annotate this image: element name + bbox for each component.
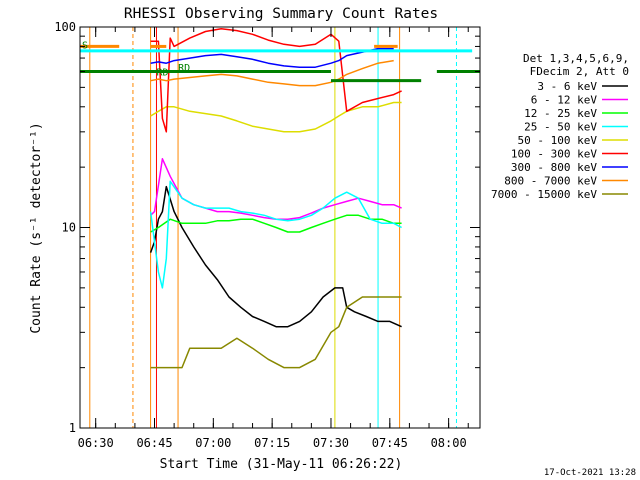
x-tick-label-3: 07:15 <box>254 436 290 450</box>
legend-header-0: Det 1,3,4,5,6,9, <box>523 52 629 65</box>
legend-label-6: 300 - 800 keV <box>511 161 597 174</box>
x-tick-label-4: 07:30 <box>313 436 349 450</box>
footer-date: 17-Oct-2021 13:28 <box>544 468 636 478</box>
legend-label-3: 25 - 50 keV <box>524 121 597 134</box>
y-axis-label: Count Rate (s⁻¹ detector⁻¹) <box>29 122 44 333</box>
legend-label-0: 3 - 6 keV <box>537 80 597 93</box>
series-line-6 <box>150 47 394 68</box>
legend-label-1: 6 - 12 keV <box>531 94 598 107</box>
legend-label-2: 12 - 25 keV <box>524 107 597 120</box>
x-axis-label: Start Time (31-May-11 06:26:22) <box>160 457 403 472</box>
x-axis-start-time: (31-May-11 06:26:22) <box>246 457 403 472</box>
legend-label-4: 50 - 100 keV <box>518 134 598 147</box>
series-line-2 <box>150 214 402 233</box>
x-tick-label-1: 06:45 <box>136 436 172 450</box>
annotation-0: S <box>82 40 88 51</box>
series-line-7 <box>150 59 394 87</box>
series-line-3 <box>149 180 402 289</box>
y-tick-label-0: 1 <box>69 421 76 435</box>
legend: Det 1,3,4,5,6,9,FDecim 2, Att 0 3 - 6 keV… <box>491 52 629 201</box>
x-tick-label-5: 07:45 <box>372 436 408 450</box>
chart-title: RHESSI Observing Summary Count Rates <box>124 6 438 22</box>
annotation-2: RD <box>178 63 190 74</box>
series-line-8 <box>150 296 402 369</box>
x-axis-label-prefix: Start Time <box>160 457 238 472</box>
x-tick-label-6: 08:00 <box>431 436 467 450</box>
annotation-1: RD <box>157 67 169 78</box>
legend-header-1: FDecim 2, Att 0 <box>530 65 629 78</box>
legend-label-5: 100 - 300 keV <box>511 148 597 161</box>
axes: 1 10 100 06:30 06:45 07:00 07:15 07:30 07:45 08:0… <box>54 20 480 450</box>
x-tick-label-0: 06:30 <box>78 436 114 450</box>
plot-frame <box>79 26 481 429</box>
series-line-4 <box>150 101 402 133</box>
series-line-5 <box>150 28 402 133</box>
y-tick-label-2: 100 <box>54 20 76 34</box>
legend-label-7: 800 - 7000 keV <box>504 175 597 188</box>
series-line-1 <box>150 158 402 220</box>
plot-area: S RD RD <box>80 27 480 428</box>
y-tick-label-1: 10 <box>62 221 76 235</box>
x-tick-label-2: 07:00 <box>195 436 231 450</box>
legend-label-8: 7000 - 15000 keV <box>491 188 597 201</box>
